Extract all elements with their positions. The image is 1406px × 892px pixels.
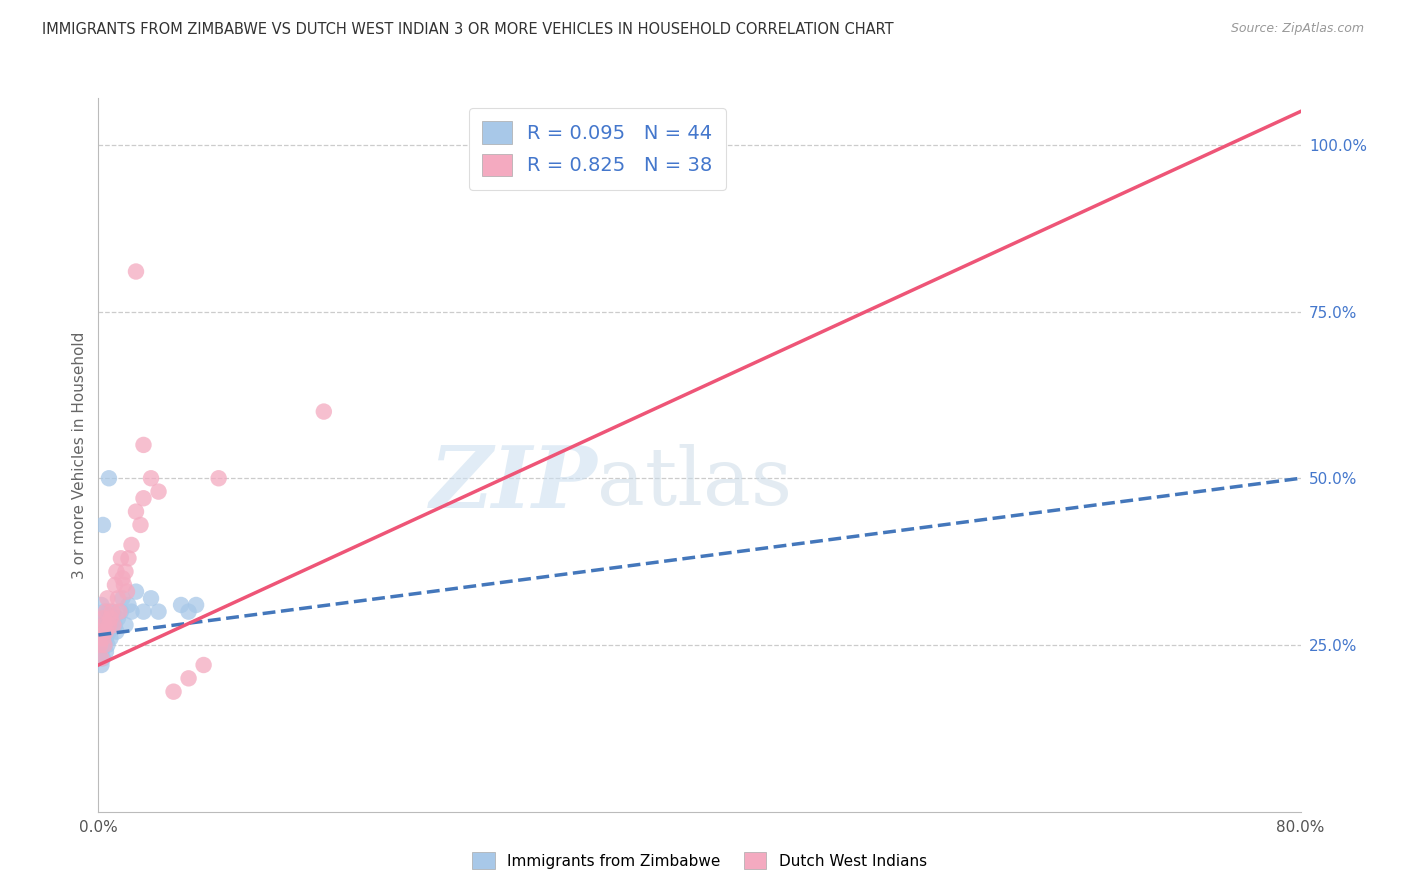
Point — [100, 618, 122, 632]
Point — [107, 591, 129, 606]
Point — [94, 624, 117, 639]
Point — [100, 611, 122, 625]
Point — [90, 632, 112, 646]
Point — [170, 598, 193, 612]
Point — [93, 638, 115, 652]
Point — [110, 605, 132, 619]
Point — [111, 591, 134, 606]
Point — [100, 632, 122, 646]
Point — [208, 471, 231, 485]
Point — [103, 605, 125, 619]
Text: Source: ZipAtlas.com: Source: ZipAtlas.com — [1230, 22, 1364, 36]
Point — [94, 605, 117, 619]
Point — [530, 124, 553, 138]
Point — [162, 684, 184, 698]
Point — [93, 624, 115, 639]
Point — [112, 578, 135, 592]
Point — [101, 605, 124, 619]
Point — [97, 624, 120, 639]
Point — [97, 471, 120, 485]
Point — [114, 618, 136, 632]
Point — [107, 611, 129, 625]
Point — [96, 618, 118, 632]
Point — [101, 611, 124, 625]
Point — [132, 491, 155, 506]
Point — [177, 605, 200, 619]
Point — [91, 632, 114, 646]
Point — [132, 438, 155, 452]
Text: ZIP: ZIP — [429, 442, 598, 525]
Point — [104, 618, 127, 632]
Point — [91, 632, 114, 646]
Point — [117, 551, 139, 566]
Point — [125, 264, 148, 278]
Text: IMMIGRANTS FROM ZIMBABWE VS DUTCH WEST INDIAN 3 OR MORE VEHICLES IN HOUSEHOLD CO: IMMIGRANTS FROM ZIMBABWE VS DUTCH WEST I… — [42, 22, 894, 37]
Point — [90, 624, 112, 639]
Point — [121, 605, 143, 619]
Point — [94, 645, 117, 659]
Point — [91, 611, 114, 625]
Point — [114, 565, 136, 579]
Point — [93, 618, 115, 632]
Point — [90, 651, 112, 665]
Point — [111, 571, 134, 585]
Point — [89, 638, 111, 652]
Point — [108, 605, 131, 619]
Point — [96, 591, 118, 606]
Point — [96, 638, 118, 652]
Point — [89, 624, 111, 639]
Point — [90, 598, 112, 612]
Point — [193, 658, 215, 673]
Point — [125, 584, 148, 599]
Point — [184, 598, 207, 612]
Point — [115, 584, 138, 599]
Point — [89, 651, 111, 665]
Point — [97, 605, 120, 619]
Point — [97, 618, 120, 632]
Point — [105, 565, 128, 579]
Point — [94, 611, 117, 625]
Point — [91, 618, 114, 632]
Point — [89, 638, 111, 652]
Point — [148, 484, 170, 499]
Point — [103, 618, 125, 632]
Text: atlas: atlas — [598, 444, 793, 523]
Point — [312, 404, 335, 418]
Point — [177, 671, 200, 685]
Point — [132, 605, 155, 619]
Legend: Immigrants from Zimbabwe, Dutch West Indians: Immigrants from Zimbabwe, Dutch West Ind… — [465, 846, 934, 875]
Point — [148, 605, 170, 619]
Point — [91, 518, 114, 533]
Point — [121, 538, 143, 552]
Point — [90, 645, 112, 659]
Point — [90, 658, 112, 673]
Y-axis label: 3 or more Vehicles in Household: 3 or more Vehicles in Household — [72, 331, 87, 579]
Point — [117, 598, 139, 612]
Point — [94, 632, 117, 646]
Point — [139, 591, 162, 606]
Point — [129, 518, 152, 533]
Point — [125, 505, 148, 519]
Point — [105, 624, 128, 639]
Point — [139, 471, 162, 485]
Point — [110, 551, 132, 566]
Point — [93, 638, 115, 652]
Point — [89, 618, 111, 632]
Point — [93, 605, 115, 619]
Point — [91, 651, 114, 665]
Point — [90, 611, 112, 625]
Point — [104, 578, 127, 592]
Point — [91, 624, 114, 639]
